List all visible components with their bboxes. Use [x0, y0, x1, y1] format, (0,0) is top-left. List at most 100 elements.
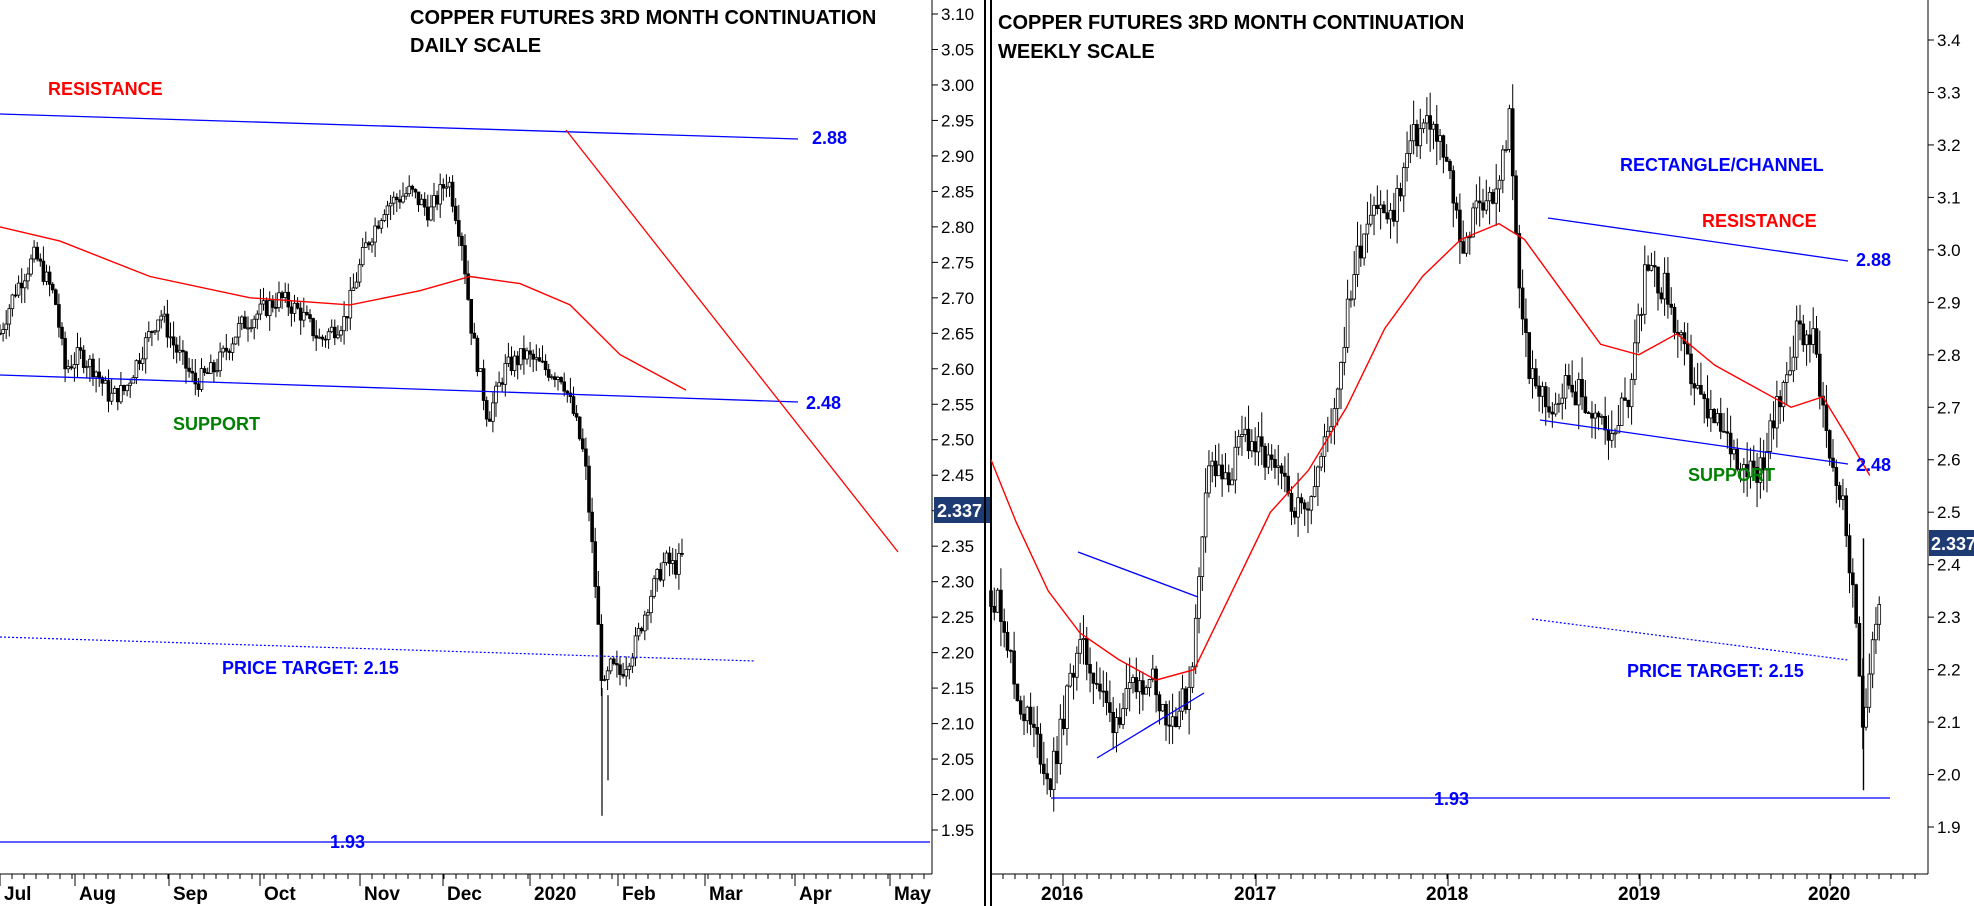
- candle: [581, 428, 585, 453]
- candle: [94, 370, 98, 393]
- candle: [553, 372, 557, 388]
- candle: [1279, 463, 1284, 490]
- candle: [308, 309, 312, 323]
- candle: [1441, 134, 1446, 174]
- candle: [29, 254, 33, 277]
- candle: [221, 345, 226, 358]
- moving-average-line: [990, 222, 1871, 681]
- candle: [1345, 279, 1350, 353]
- x-tick-label: 2020: [1808, 884, 1850, 905]
- candle: [639, 626, 644, 634]
- candle: [1649, 252, 1654, 272]
- candle: [1025, 705, 1030, 734]
- candle: [525, 347, 529, 365]
- candle: [599, 614, 604, 697]
- candle: [1296, 472, 1300, 537]
- candle: [1002, 608, 1007, 648]
- x-tick-label: May: [894, 884, 931, 905]
- y-tick-label: 2.75: [941, 253, 974, 272]
- candle: [593, 527, 597, 599]
- candle: [85, 360, 89, 379]
- x-tick-label: Mar: [709, 884, 743, 905]
- candle: [450, 175, 455, 213]
- candle: [500, 377, 504, 393]
- candle: [1009, 649, 1013, 664]
- y-tick-label: 2.70: [941, 289, 974, 308]
- candle: [1530, 350, 1535, 399]
- candle: [1692, 367, 1697, 406]
- y-tick-label: 3.2: [1937, 136, 1961, 155]
- y-tick-label: 2.1: [1937, 713, 1961, 732]
- candle: [1137, 670, 1142, 715]
- candle: [1236, 429, 1241, 456]
- y-tick-label: 2.30: [941, 573, 974, 592]
- candle: [466, 260, 470, 301]
- candle: [1609, 410, 1614, 448]
- candle: [1160, 703, 1165, 713]
- candle: [159, 310, 164, 329]
- candle: [1045, 758, 1049, 795]
- weekly-support-label: SUPPORT: [1688, 465, 1775, 485]
- candle: [1051, 737, 1056, 812]
- candle: [1359, 224, 1363, 267]
- candle: [339, 325, 343, 342]
- candle: [379, 218, 384, 234]
- candle: [1378, 190, 1383, 230]
- y-tick-label: 2.25: [941, 608, 974, 627]
- candle: [190, 358, 195, 382]
- candle: [670, 547, 675, 575]
- x-tick-label: Aug: [79, 884, 116, 905]
- candle: [1121, 692, 1125, 730]
- candle: [612, 656, 616, 666]
- candle: [1722, 412, 1726, 433]
- candle: [407, 175, 411, 197]
- candle: [494, 381, 498, 417]
- candle: [1223, 453, 1228, 480]
- candle: [1071, 665, 1076, 700]
- candle: [1742, 457, 1746, 493]
- candle: [1117, 703, 1122, 729]
- candle: [1837, 481, 1842, 508]
- candle: [1738, 462, 1743, 483]
- candle: [1408, 124, 1413, 164]
- candle: [10, 293, 15, 317]
- candle: [143, 332, 148, 374]
- candle: [1418, 108, 1423, 159]
- candle: [1784, 362, 1789, 406]
- candle: [1672, 303, 1677, 340]
- candle: [1061, 695, 1066, 736]
- candle: [1372, 196, 1376, 236]
- candle: [447, 176, 452, 197]
- candle: [1154, 665, 1158, 713]
- candle: [1170, 693, 1175, 745]
- candle: [1068, 663, 1073, 688]
- candle: [1332, 397, 1337, 445]
- candle: [1101, 670, 1106, 707]
- candle: [391, 191, 396, 215]
- candle: [398, 189, 402, 209]
- candle: [1088, 647, 1092, 693]
- candle: [512, 350, 517, 377]
- candle: [1055, 736, 1059, 784]
- x-tick-label: Nov: [364, 884, 400, 905]
- candle: [484, 396, 489, 427]
- candle: [487, 411, 492, 422]
- candle: [224, 334, 229, 361]
- weekly-last-price-badge: 2.337: [1929, 530, 1974, 556]
- candle: [57, 293, 61, 338]
- candle: [1775, 380, 1779, 448]
- candle: [243, 310, 247, 329]
- candle: [373, 217, 377, 258]
- candle: [1326, 416, 1330, 453]
- candle: [1335, 387, 1340, 426]
- candle: [1428, 92, 1432, 152]
- candle: [246, 316, 250, 342]
- candle: [1501, 145, 1505, 194]
- candle: [1576, 372, 1581, 430]
- candle: [562, 372, 566, 397]
- daily-x-axis: Jul Aug Sep Oct Nov Dec 2020 Feb Mar Apr May: [0, 874, 931, 905]
- candle: [394, 193, 399, 213]
- candle: [1197, 567, 1201, 634]
- candle: [615, 650, 619, 678]
- candle: [1540, 381, 1545, 414]
